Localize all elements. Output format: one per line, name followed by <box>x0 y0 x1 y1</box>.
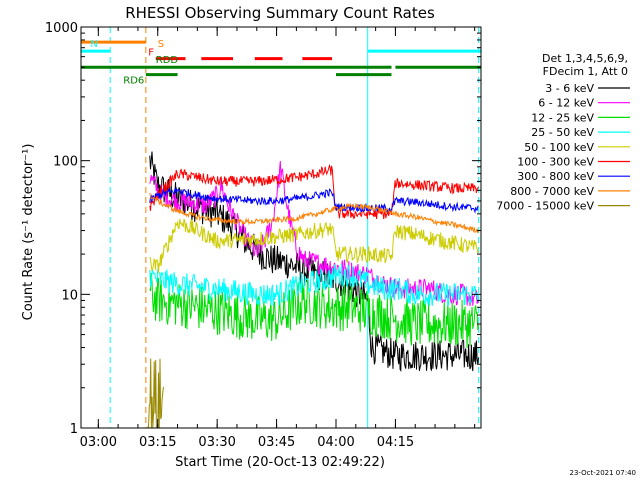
flag-label-s: S <box>158 39 164 50</box>
series-line-6 <box>149 187 479 214</box>
chart-title: RHESSI Observing Summary Count Rates <box>125 4 435 22</box>
y-tick-label: 100 <box>53 155 78 170</box>
flag-label-f: F <box>148 48 154 59</box>
series-line-7 <box>149 192 479 234</box>
flag-label-n: N <box>90 39 97 50</box>
y-axis-label: Count Rate (s⁻¹ detector⁻¹) <box>21 144 36 321</box>
x-tick-label: 03:30 <box>198 435 235 450</box>
flag-label-rd6: RD6 <box>123 76 144 87</box>
series-line-4 <box>149 218 479 274</box>
x-axis-label: Start Time (20-Oct-13 02:49:22) <box>175 455 385 470</box>
series-line-1 <box>149 160 479 307</box>
x-tick-label: 04:15 <box>377 435 414 450</box>
legend-header-line: Det 1,3,4,5,6,9, <box>542 52 628 65</box>
y-axis: 1 10 100 1000 <box>45 21 481 437</box>
series-layer <box>147 151 479 428</box>
x-tick-label: 03:45 <box>258 435 295 450</box>
series-line-3 <box>149 263 479 307</box>
x-tick-label: 03:15 <box>139 435 176 450</box>
legend-header-line: FDecim 1, Att 0 <box>543 65 628 78</box>
y-tick-label: 1000 <box>45 21 78 36</box>
series-line-8 <box>147 358 164 428</box>
legend-entry-label: 800 - 7000 keV <box>510 185 594 198</box>
x-axis: 03:00 03:15 03:30 03:45 04:00 04:15 <box>80 27 476 450</box>
legend-entry-label: 25 - 50 keV <box>531 126 594 139</box>
x-tick-label: 04:00 <box>317 435 354 450</box>
legend: Det 1,3,4,5,6,9,FDecim 1, Att 0 3 - 6 keV… <box>496 52 630 213</box>
vertical-markers <box>81 27 480 428</box>
x-tick-label: 03:00 <box>80 435 117 450</box>
legend-entry-label: 300 - 800 keV <box>517 170 594 183</box>
legend-entry-label: 7000 - 15000 keV <box>496 200 594 213</box>
series-line-2 <box>149 273 479 349</box>
flag-label-rdd: RDD <box>156 55 179 66</box>
plot-frame <box>80 26 482 429</box>
flag-bars <box>81 40 481 77</box>
legend-entry-label: 12 - 25 keV <box>531 111 594 124</box>
y-tick-label: 10 <box>61 288 78 303</box>
legend-entry-label: 50 - 100 keV <box>524 141 594 154</box>
legend-entry-label: 6 - 12 keV <box>538 97 594 110</box>
legend-entry-label: 3 - 6 keV <box>545 82 594 95</box>
series-line-5 <box>149 163 479 220</box>
timestamp: 23-Oct-2021 07:40 <box>570 469 636 477</box>
plot-area <box>81 27 481 428</box>
y-tick-label: 1 <box>70 422 78 437</box>
legend-entry-label: 100 - 300 keV <box>517 156 594 169</box>
